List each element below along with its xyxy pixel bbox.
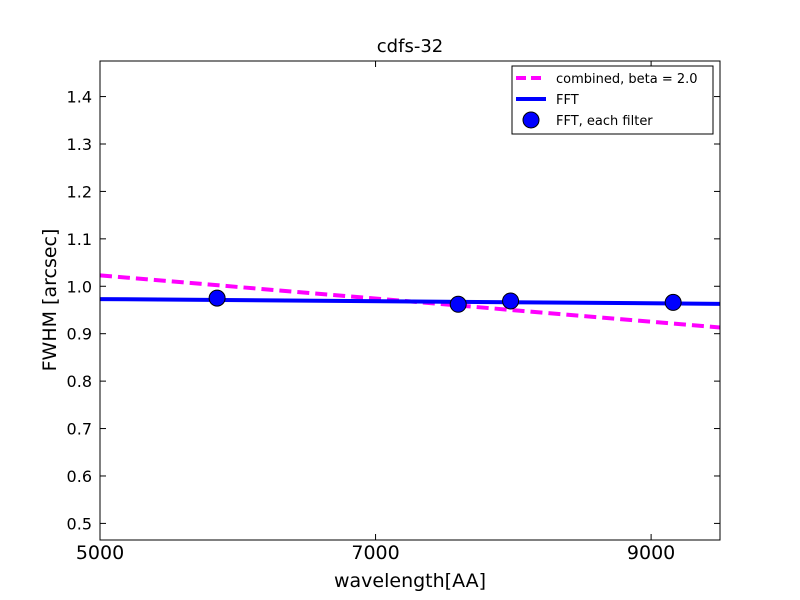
y-tick-label: 0.9 xyxy=(67,325,92,344)
y-tick-label: 1.2 xyxy=(67,182,92,201)
y-axis: 0.5 0.6 0.7 0.8 0.9 1.0 1.1 1.2 1.3 1.4 xyxy=(67,88,720,533)
legend-label-fft: FFT xyxy=(556,93,579,108)
y-tick-label: 1.3 xyxy=(67,135,92,154)
x-axis: 5000 7000 9000 xyxy=(76,61,675,564)
legend-swatch-fft-each-filter xyxy=(522,111,540,129)
axes-frame xyxy=(99,60,721,541)
legend: combined, beta = 2.0 FFT FFT, each filte… xyxy=(511,65,714,135)
y-tick-label: 0.7 xyxy=(67,420,92,439)
plot-area xyxy=(100,273,720,330)
data-point xyxy=(664,293,682,311)
y-axis-label: FWHM [arcsec] xyxy=(39,229,61,372)
x-tick-label: 5000 xyxy=(76,542,124,564)
y-tick-label: 1.4 xyxy=(67,88,92,107)
x-axis-label: wavelength[AA] xyxy=(334,570,486,592)
chart-title: cdfs-32 xyxy=(377,36,443,57)
series-line-1 xyxy=(100,297,720,306)
y-tick-label: 0.6 xyxy=(67,467,92,486)
y-tick-label: 0.5 xyxy=(67,514,92,533)
legend-label-fft-each-filter: FFT, each filter xyxy=(556,114,653,129)
x-tick-label: 9000 xyxy=(627,542,675,564)
legend-label-combined: combined, beta = 2.0 xyxy=(556,72,698,87)
y-tick-label: 1.1 xyxy=(67,230,92,249)
y-tick-label: 1.0 xyxy=(67,277,92,296)
data-point xyxy=(502,292,520,310)
y-tick-label: 0.8 xyxy=(67,372,92,391)
data-point xyxy=(449,295,467,313)
data-point xyxy=(208,289,226,307)
x-tick-label: 7000 xyxy=(351,542,399,564)
